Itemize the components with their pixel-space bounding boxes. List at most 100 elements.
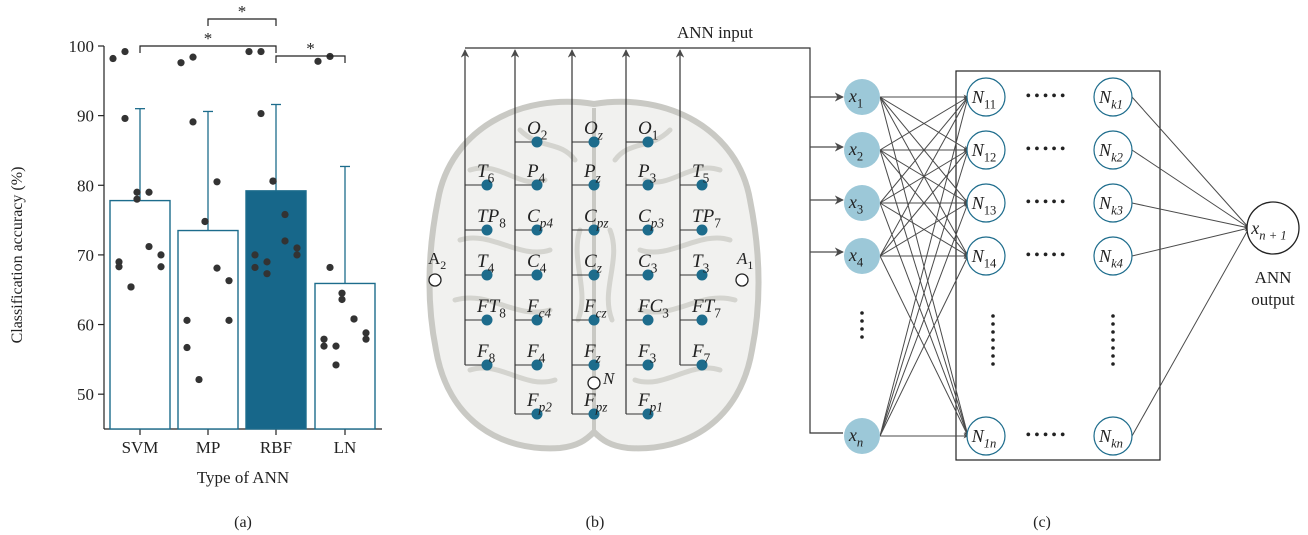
electrode-dot xyxy=(696,179,708,191)
electrode-dot xyxy=(588,408,600,420)
electrode-wiring xyxy=(460,47,844,434)
x-tick-label: RBF xyxy=(260,438,292,457)
electrode-dot xyxy=(481,269,493,281)
hidden-node-first xyxy=(966,236,1006,276)
electrode-label: Fp1 xyxy=(637,390,663,415)
ellipsis: ••••• xyxy=(1025,247,1068,264)
hidden-node-first xyxy=(966,77,1006,117)
data-point xyxy=(133,195,141,203)
data-point xyxy=(213,178,221,186)
data-point xyxy=(195,375,203,384)
connection xyxy=(879,96,969,151)
data-point xyxy=(127,283,135,291)
electrode-dot xyxy=(696,224,708,236)
electrode-label: FT7 xyxy=(691,296,721,321)
eeg-electrode-panel: T6 TP8 T4 FT8 F8 O2 P4 Cp4 C4 Fc4 F4 Fp2 Oz Pz Cpz Cz Fc… xyxy=(426,23,844,531)
significance-star: * xyxy=(238,2,247,21)
input-node-label: x1 xyxy=(848,86,863,110)
y-tick-label: 70 xyxy=(77,246,94,265)
hidden-node-first xyxy=(966,183,1006,223)
electrode-dot xyxy=(588,359,600,371)
data-point xyxy=(269,177,277,185)
electrode-grid: T6 TP8 T4 FT8 F8 O2 P4 Cp4 C4 Fc4 F4 Fp2 Oz Pz Cpz Cz Fc… xyxy=(476,118,721,420)
ann-input-bus xyxy=(465,47,843,434)
data-point xyxy=(257,109,265,118)
electrode-dot xyxy=(531,359,543,371)
bar xyxy=(245,190,307,430)
x-tick-label: SVM xyxy=(122,438,159,457)
electrode-label: F8 xyxy=(476,341,496,366)
vertical-ellipsis-dot xyxy=(991,346,995,350)
data-point xyxy=(251,263,259,272)
significance-star: * xyxy=(306,39,315,58)
y-tick-label: 60 xyxy=(77,316,94,335)
electrode-label: T6 xyxy=(477,161,495,186)
connection xyxy=(879,96,970,437)
electrode-dot xyxy=(481,359,493,371)
bar-chart-panel: 50 60 70 80 90 100 SVM MP RBF LN * * * Classificati… xyxy=(9,2,382,531)
data-point xyxy=(332,361,340,369)
bar xyxy=(109,199,171,430)
ann-input-label: ANN input xyxy=(677,23,753,42)
electrode-dot xyxy=(696,269,708,281)
electrode-label: Cp3 xyxy=(638,206,664,231)
electrode-label: FT8 xyxy=(476,296,506,321)
electrode-label: F3 xyxy=(637,341,657,366)
output-connection xyxy=(1131,96,1250,229)
data-point xyxy=(189,53,197,61)
data-point xyxy=(362,335,370,343)
electrode-label: FC3 xyxy=(637,296,669,321)
vertical-ellipsis-dot xyxy=(860,327,864,331)
bar xyxy=(314,282,376,430)
input-node xyxy=(844,418,880,454)
data-point xyxy=(109,54,117,63)
hidden-node-first-label: N13 xyxy=(971,193,997,217)
electrode-label: Fpz xyxy=(583,390,607,415)
vertical-ellipsis-dot xyxy=(991,338,995,342)
chart-axes: 50 60 70 80 90 100 SVM MP RBF LN xyxy=(69,37,382,457)
data-point xyxy=(213,264,221,272)
electrode-label: Fc4 xyxy=(526,296,552,321)
data-point xyxy=(183,343,191,352)
electrode-dot xyxy=(481,224,493,236)
electrode-dot xyxy=(531,136,543,148)
vertical-ellipsis-dot xyxy=(1111,338,1115,342)
data-point xyxy=(293,251,301,259)
electrode-label: O2 xyxy=(527,118,547,143)
ground-label: N xyxy=(602,369,616,388)
hidden-node-last-label: Nk3 xyxy=(1098,193,1123,217)
data-point xyxy=(115,263,123,271)
vertical-ellipsis-dot xyxy=(991,314,995,318)
input-node xyxy=(844,132,880,168)
electrode-label: TP8 xyxy=(477,206,506,231)
significance-star: * xyxy=(204,29,213,48)
hidden-node-first-label: N12 xyxy=(971,140,997,164)
data-point xyxy=(362,329,370,337)
y-tick-label: 100 xyxy=(69,37,95,56)
vertical-ellipsis-dot xyxy=(860,335,864,339)
vertical-ellipsis-dot xyxy=(991,362,995,366)
electrode-label: P3 xyxy=(637,161,657,186)
electrode-dot xyxy=(481,179,493,191)
data-point xyxy=(338,289,346,297)
output-connection xyxy=(1131,149,1250,229)
svg-text:A1: A1 xyxy=(736,249,753,272)
hidden-node-first xyxy=(966,130,1006,170)
ellipsis: ••••• xyxy=(1025,88,1068,105)
electrode-label: P4 xyxy=(526,161,546,186)
connection xyxy=(879,202,969,437)
electrode-dot xyxy=(642,314,654,326)
data-point xyxy=(350,315,358,323)
data-point xyxy=(263,258,271,266)
data-point xyxy=(121,114,129,123)
ann-architecture-panel: x1 x2 x3 x4 xn N11 ••••• N12 ••••• N13 ••••• N14 •••… xyxy=(844,70,1300,531)
y-tick-label: 90 xyxy=(77,107,94,126)
ellipsis: ••••• xyxy=(1025,194,1068,211)
data-point xyxy=(314,57,322,65)
panel-label-c: (c) xyxy=(1033,514,1051,531)
data-point xyxy=(201,217,209,226)
svg-text:A2: A2 xyxy=(428,249,446,272)
output-caption: ANN xyxy=(1255,268,1292,287)
chart-points xyxy=(109,47,370,384)
data-point xyxy=(133,188,141,196)
